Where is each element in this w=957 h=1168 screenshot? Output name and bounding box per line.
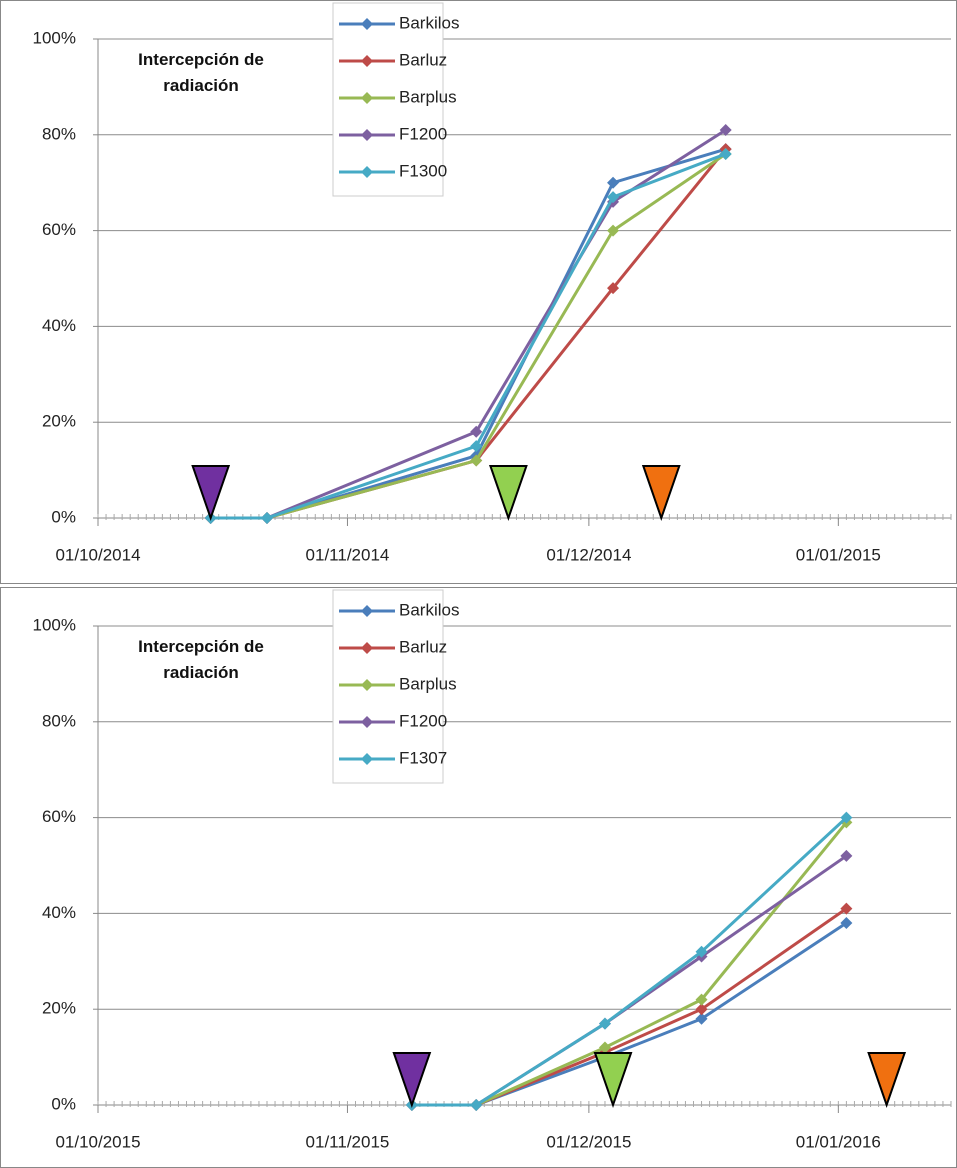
legend-marker: [361, 605, 373, 617]
x-tick-label: 01/01/2015: [796, 545, 881, 564]
legend-label: F1300: [399, 161, 447, 180]
chart: 0% 20% 40% 60% 80% 100% 01/10/2014 01/11/2014 01…: [33, 2, 952, 564]
chart: 0% 20% 40% 60% 80% 100% 01/10/2015 01/11/2015 01…: [33, 589, 952, 1151]
data-point: [695, 945, 708, 958]
y-tick-label: 20%: [42, 999, 76, 1018]
legend-marker: [361, 55, 373, 67]
legend-label: Barkilos: [399, 13, 459, 32]
data-point: [840, 902, 853, 915]
y-tick-label: 0%: [51, 1094, 76, 1113]
y-tick-label: 80%: [42, 711, 76, 730]
y-tick-label: 80%: [42, 124, 76, 143]
legend-label: F1200: [399, 711, 447, 730]
event-marker: [489, 465, 528, 522]
data-point: [470, 440, 483, 453]
event-marker: [392, 1052, 432, 1109]
series-line: [411, 821, 848, 1107]
y-tick-label: 60%: [42, 220, 76, 239]
legend-label: Barluz: [399, 637, 447, 656]
event-marker: [191, 465, 231, 522]
data-point: [719, 147, 732, 160]
chart-title: Intercepción de radiación: [138, 50, 264, 95]
legend-label: Barplus: [399, 674, 457, 693]
legend-marker: [361, 166, 373, 178]
chart-panel: 0% 20% 40% 60% 80% 100% 01/10/2015 01/11/2015 01…: [0, 587, 957, 1168]
x-tick-label: 01/12/2014: [546, 545, 631, 564]
series-line: [411, 816, 848, 1107]
legend-marker: [361, 679, 373, 691]
y-tick-label: 20%: [42, 412, 76, 431]
legend-marker: [361, 18, 373, 30]
chart-title: Intercepción de radiación: [138, 637, 264, 682]
data-point: [470, 425, 483, 438]
data-point: [470, 454, 483, 467]
y-tick-label: 0%: [51, 507, 76, 526]
data-point: [607, 176, 620, 189]
data-point: [840, 811, 853, 824]
event-marker: [593, 1052, 633, 1109]
x-tick-label: 01/12/2015: [546, 1132, 631, 1151]
series-line: [210, 128, 727, 520]
y-tick-label: 40%: [42, 316, 76, 335]
data-point: [840, 916, 853, 929]
data-point: [695, 993, 708, 1006]
data-point: [607, 191, 620, 204]
legend-label: Barplus: [399, 87, 457, 106]
series-line: [411, 921, 848, 1107]
legend-marker: [361, 92, 373, 104]
legend-label: Barluz: [399, 50, 447, 69]
x-tick-label: 01/10/2015: [55, 1132, 140, 1151]
x-tick-label: 01/11/2014: [306, 545, 390, 564]
x-tick-label: 01/11/2015: [306, 1132, 390, 1151]
y-tick-label: 60%: [42, 807, 76, 826]
legend-label: F1200: [399, 124, 447, 143]
legend: Barkilos Barluz Barplus F1200 F1300: [332, 2, 459, 197]
legend-label: Barkilos: [399, 600, 459, 619]
data-point: [607, 282, 620, 295]
y-tick-label: 40%: [42, 903, 76, 922]
data-point: [598, 1017, 611, 1030]
data-point: [840, 849, 853, 862]
legend-label: F1307: [399, 748, 447, 767]
data-point: [598, 1041, 611, 1054]
chart-panel: 0% 20% 40% 60% 80% 100% 01/10/2014 01/11/2014 01…: [0, 0, 957, 584]
data-point: [719, 124, 732, 137]
data-point: [470, 1099, 483, 1111]
legend-marker: [361, 129, 373, 141]
legend-marker: [361, 716, 373, 728]
data-point: [695, 1003, 708, 1016]
legend-marker: [361, 642, 373, 654]
series-line: [411, 854, 848, 1107]
legend: Barkilos Barluz Barplus F1200 F1307: [332, 589, 459, 784]
series-line: [210, 152, 727, 520]
x-tick-label: 01/01/2016: [796, 1132, 881, 1151]
data-point: [260, 512, 273, 524]
y-tick-label: 100%: [33, 28, 76, 47]
event-marker: [641, 465, 681, 522]
legend-marker: [361, 753, 373, 765]
data-point: [607, 224, 620, 237]
data-point: [695, 1012, 708, 1025]
y-tick-label: 100%: [33, 615, 76, 634]
x-tick-label: 01/10/2014: [55, 545, 140, 564]
event-marker: [867, 1052, 907, 1109]
